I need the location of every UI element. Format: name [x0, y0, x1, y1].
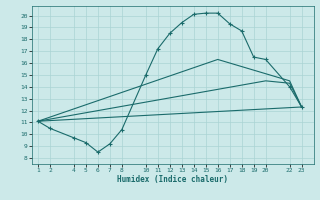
X-axis label: Humidex (Indice chaleur): Humidex (Indice chaleur) — [117, 175, 228, 184]
